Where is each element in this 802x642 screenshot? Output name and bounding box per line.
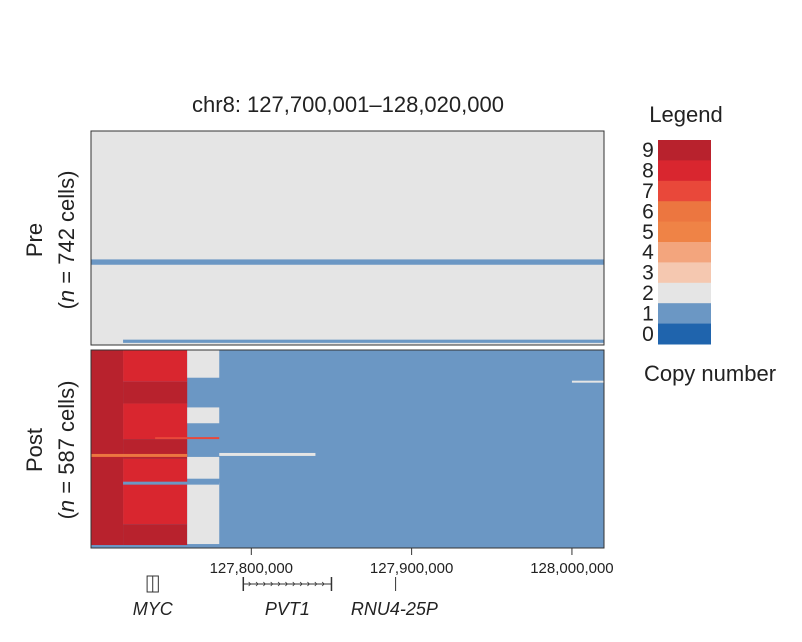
legend-label: 0 <box>642 323 654 346</box>
heatmap-band <box>91 259 604 265</box>
x-tick-label: 127,900,000 <box>370 560 453 577</box>
heatmap-band <box>123 458 188 525</box>
legend-swatch <box>658 140 711 161</box>
heatmap-band <box>123 339 604 343</box>
panel-pre-count-label: (n = 742 cells) <box>54 171 79 310</box>
legend-swatch <box>658 221 711 243</box>
legend-label: 5 <box>642 221 654 244</box>
x-tick-label: 128,000,000 <box>530 560 613 577</box>
strand-arrow <box>307 581 310 587</box>
legend-label: 3 <box>642 262 654 285</box>
legend-swatch <box>658 282 711 304</box>
strand-arrow <box>270 581 274 587</box>
gene-label: PVT1 <box>265 599 310 619</box>
heatmap-band <box>187 407 220 424</box>
gene-track: MYC PVT1 RNU4-25P <box>133 575 438 619</box>
strand-arrow <box>263 581 266 587</box>
legend-swatch <box>658 180 711 202</box>
legend-swatch <box>658 242 711 263</box>
panel-post <box>90 349 605 549</box>
strand-arrow <box>285 581 288 587</box>
strand-arrow <box>292 581 296 587</box>
gene-label: MYC <box>133 599 174 619</box>
heatmap-band <box>187 482 220 545</box>
heatmap-band <box>123 481 220 485</box>
x-tick-label: 127,800,000 <box>210 560 293 577</box>
strand-arrow <box>299 581 303 587</box>
x-axis: 127,800,000 127,900,000 128,000,000 <box>210 548 614 577</box>
heatmap-band <box>219 452 316 456</box>
heatmap-band <box>571 380 604 383</box>
heatmap-band <box>123 524 188 548</box>
heatmap-band <box>91 350 124 548</box>
heatmap-band <box>187 456 220 479</box>
strand-arrow <box>277 581 281 587</box>
heatmap-band <box>91 453 188 457</box>
strand-arrow <box>314 581 318 587</box>
panel-pre <box>90 130 605 346</box>
panel-labels: Pre (n = 742 cells) Post (n = 587 cells) <box>22 171 79 520</box>
legend-label: 1 <box>642 302 654 325</box>
legend-swatch <box>658 303 711 325</box>
legend-title: Legend <box>649 102 722 127</box>
gene-myc: MYC <box>133 575 174 619</box>
panel-frame <box>90 130 605 346</box>
legend-label: 6 <box>642 200 654 223</box>
panel-post-label: Post <box>22 428 47 472</box>
strand-arrow <box>248 581 252 587</box>
legend-swatch <box>658 323 711 345</box>
legend-swatch <box>658 160 711 182</box>
heatmap-band <box>155 437 220 440</box>
legend-label: 8 <box>642 160 654 183</box>
chart-title: chr8: 127,700,001–128,020,000 <box>192 92 504 117</box>
panel-post-count-label: (n = 587 cells) <box>54 381 79 520</box>
legend-label: 7 <box>642 180 654 203</box>
panel-pre-label: Pre <box>22 223 47 257</box>
heatmap-band <box>123 350 188 382</box>
strand-arrow <box>255 581 259 587</box>
heatmap-band <box>123 381 188 404</box>
heatmap-band <box>91 545 604 548</box>
legend-label: 4 <box>642 241 654 264</box>
gene-label: RNU4-25P <box>351 599 438 619</box>
strand-arrow <box>321 581 325 587</box>
heatmap-band <box>187 350 220 378</box>
legend-swatch <box>658 262 711 284</box>
legend-subtitle: Copy number <box>644 361 776 386</box>
gene-rnu4-25p: RNU4-25P <box>351 577 438 619</box>
heatmap-band <box>123 403 188 440</box>
legend-label: 9 <box>642 139 654 162</box>
panel-background <box>91 131 604 345</box>
panel-frame <box>90 349 605 549</box>
legend-label: 2 <box>642 282 654 305</box>
legend-swatch <box>658 201 711 223</box>
gene-pvt1: PVT1 <box>242 577 333 619</box>
